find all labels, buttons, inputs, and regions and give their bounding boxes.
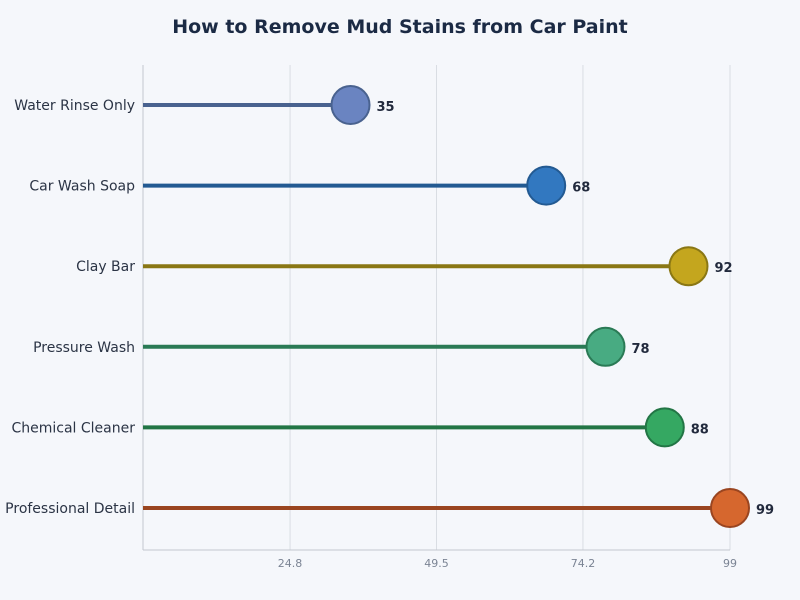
- x-tick-label: 24.8: [278, 557, 303, 570]
- y-tick-label: Chemical Cleaner: [11, 420, 135, 436]
- y-tick-label: Pressure Wash: [33, 340, 135, 356]
- x-tick-label: 49.5: [424, 557, 449, 570]
- lollipop-head: [330, 85, 371, 125]
- data-label: 92: [714, 261, 732, 276]
- chart-title: How to Remove Mud Stains from Car Paint: [172, 16, 628, 38]
- data-label: 68: [572, 181, 590, 196]
- y-tick-label: Clay Bar: [76, 259, 135, 275]
- lollipop-head: [526, 165, 567, 206]
- x-tick-label: 99: [723, 557, 737, 570]
- lollipop-head: [710, 488, 750, 528]
- lollipop-head: [644, 407, 685, 448]
- x-tick-label: 74.2: [571, 557, 596, 570]
- y-tick-label: Water Rinse Only: [14, 98, 135, 114]
- y-tick-label: Professional Detail: [5, 501, 135, 517]
- y-tick-label: Car Wash Soap: [29, 179, 135, 195]
- data-label: 78: [631, 342, 649, 357]
- lollipop-head: [585, 326, 626, 367]
- lollipop-head: [668, 246, 709, 287]
- data-label: 88: [691, 422, 709, 437]
- data-label: 35: [377, 100, 395, 115]
- data-label: 99: [756, 503, 774, 518]
